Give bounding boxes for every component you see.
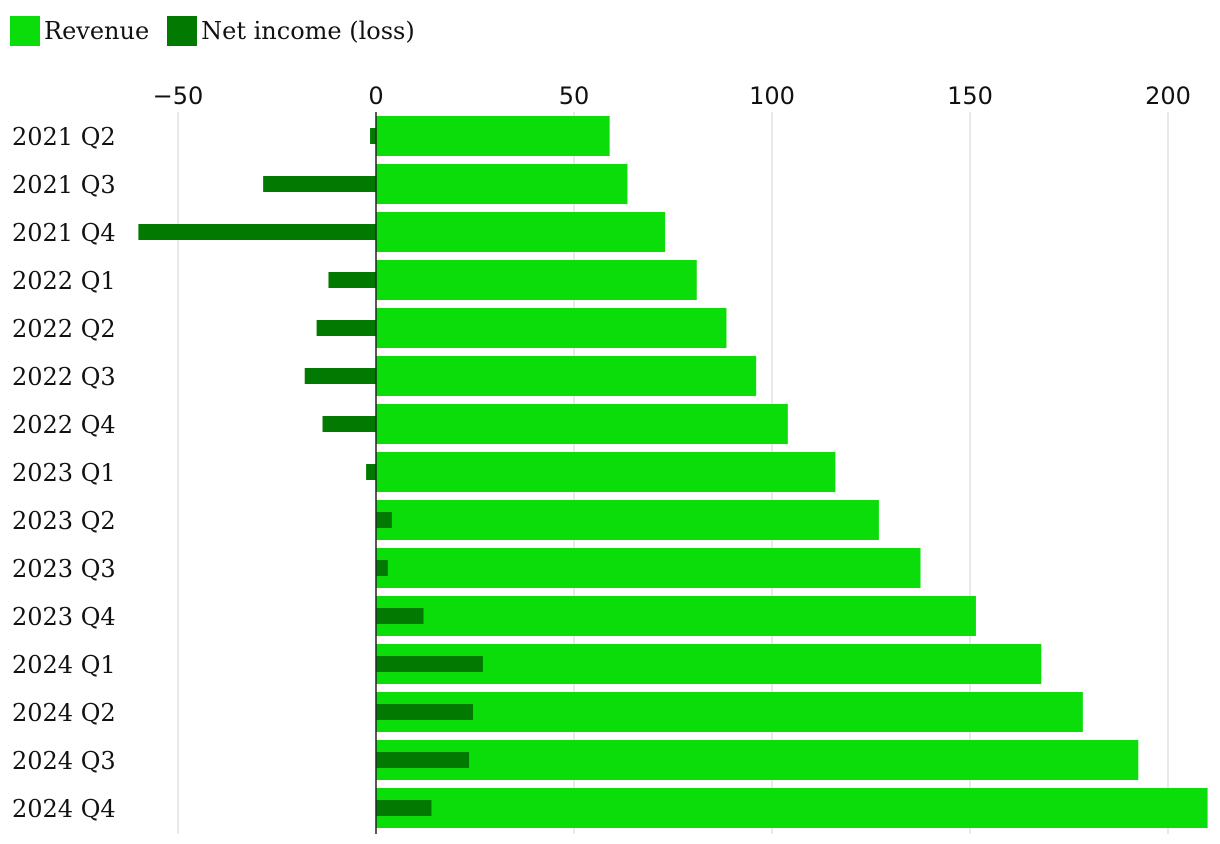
y-tick-label: 2021 Q2 [12,123,116,151]
x-tick-label: 50 [559,82,590,110]
y-tick-label: 2023 Q1 [12,459,116,487]
y-tick-label: 2024 Q4 [12,795,116,823]
y-tick-label: 2021 Q3 [12,171,116,199]
revenue-bar [376,500,879,540]
revenue-bar [376,404,788,444]
revenue-bar [376,788,1208,828]
revenue-bar [376,212,666,252]
revenue-bar [376,164,628,204]
y-tick-label: 2022 Q3 [12,363,116,391]
y-tick-label: 2024 Q1 [12,651,116,679]
x-tick-label: 0 [368,82,383,110]
revenue-bar [376,644,1042,684]
revenue-bar [376,596,976,636]
y-tick-label: 2023 Q3 [12,555,116,583]
net-income-bar [370,128,376,144]
revenue-bar [376,452,836,492]
net-income-bar [316,320,376,336]
net-income-bar [322,416,376,432]
net-income-bar [376,656,483,672]
y-tick-label: 2023 Q4 [12,603,116,631]
x-tick-label: 200 [1145,82,1191,110]
x-tick-label: 150 [947,82,993,110]
revenue-bar [376,356,757,396]
x-tick-label: −50 [153,82,204,110]
net-income-bar [376,752,470,768]
legend-swatch-revenue [10,16,40,46]
revenue-bar [376,692,1083,732]
net-income-bar [376,704,474,720]
x-tick-label: 100 [749,82,795,110]
net-income-bar [304,368,376,384]
legend-label-revenue: Revenue [44,17,150,45]
net-income-bar [138,224,376,240]
y-tick-label: 2022 Q2 [12,315,116,343]
y-tick-label: 2023 Q2 [12,507,116,535]
legend: Revenue Net income (loss) [10,14,433,48]
net-income-bar [376,512,392,528]
revenue-bar [376,116,610,156]
y-tick-label: 2022 Q1 [12,267,116,295]
revenue-bar [376,548,921,588]
y-tick-label: 2021 Q4 [12,219,116,247]
legend-swatch-net-income [167,16,198,46]
y-tick-label: 2024 Q2 [12,699,116,727]
legend-item-revenue: Revenue [10,16,149,46]
revenue-bar [376,308,727,348]
net-income-bar [376,560,388,576]
net-income-bar [376,800,432,816]
legend-label-net-income: Net income (loss) [201,17,415,45]
net-income-bar [328,272,376,288]
net-income-bar [366,464,376,480]
revenue-bar [376,740,1139,780]
legend-item-net-income: Net income (loss) [167,16,415,46]
net-income-bar [376,608,424,624]
y-tick-label: 2024 Q3 [12,747,116,775]
y-tick-label: 2022 Q4 [12,411,116,439]
net-income-bar [263,176,376,192]
revenue-bar [376,260,697,300]
